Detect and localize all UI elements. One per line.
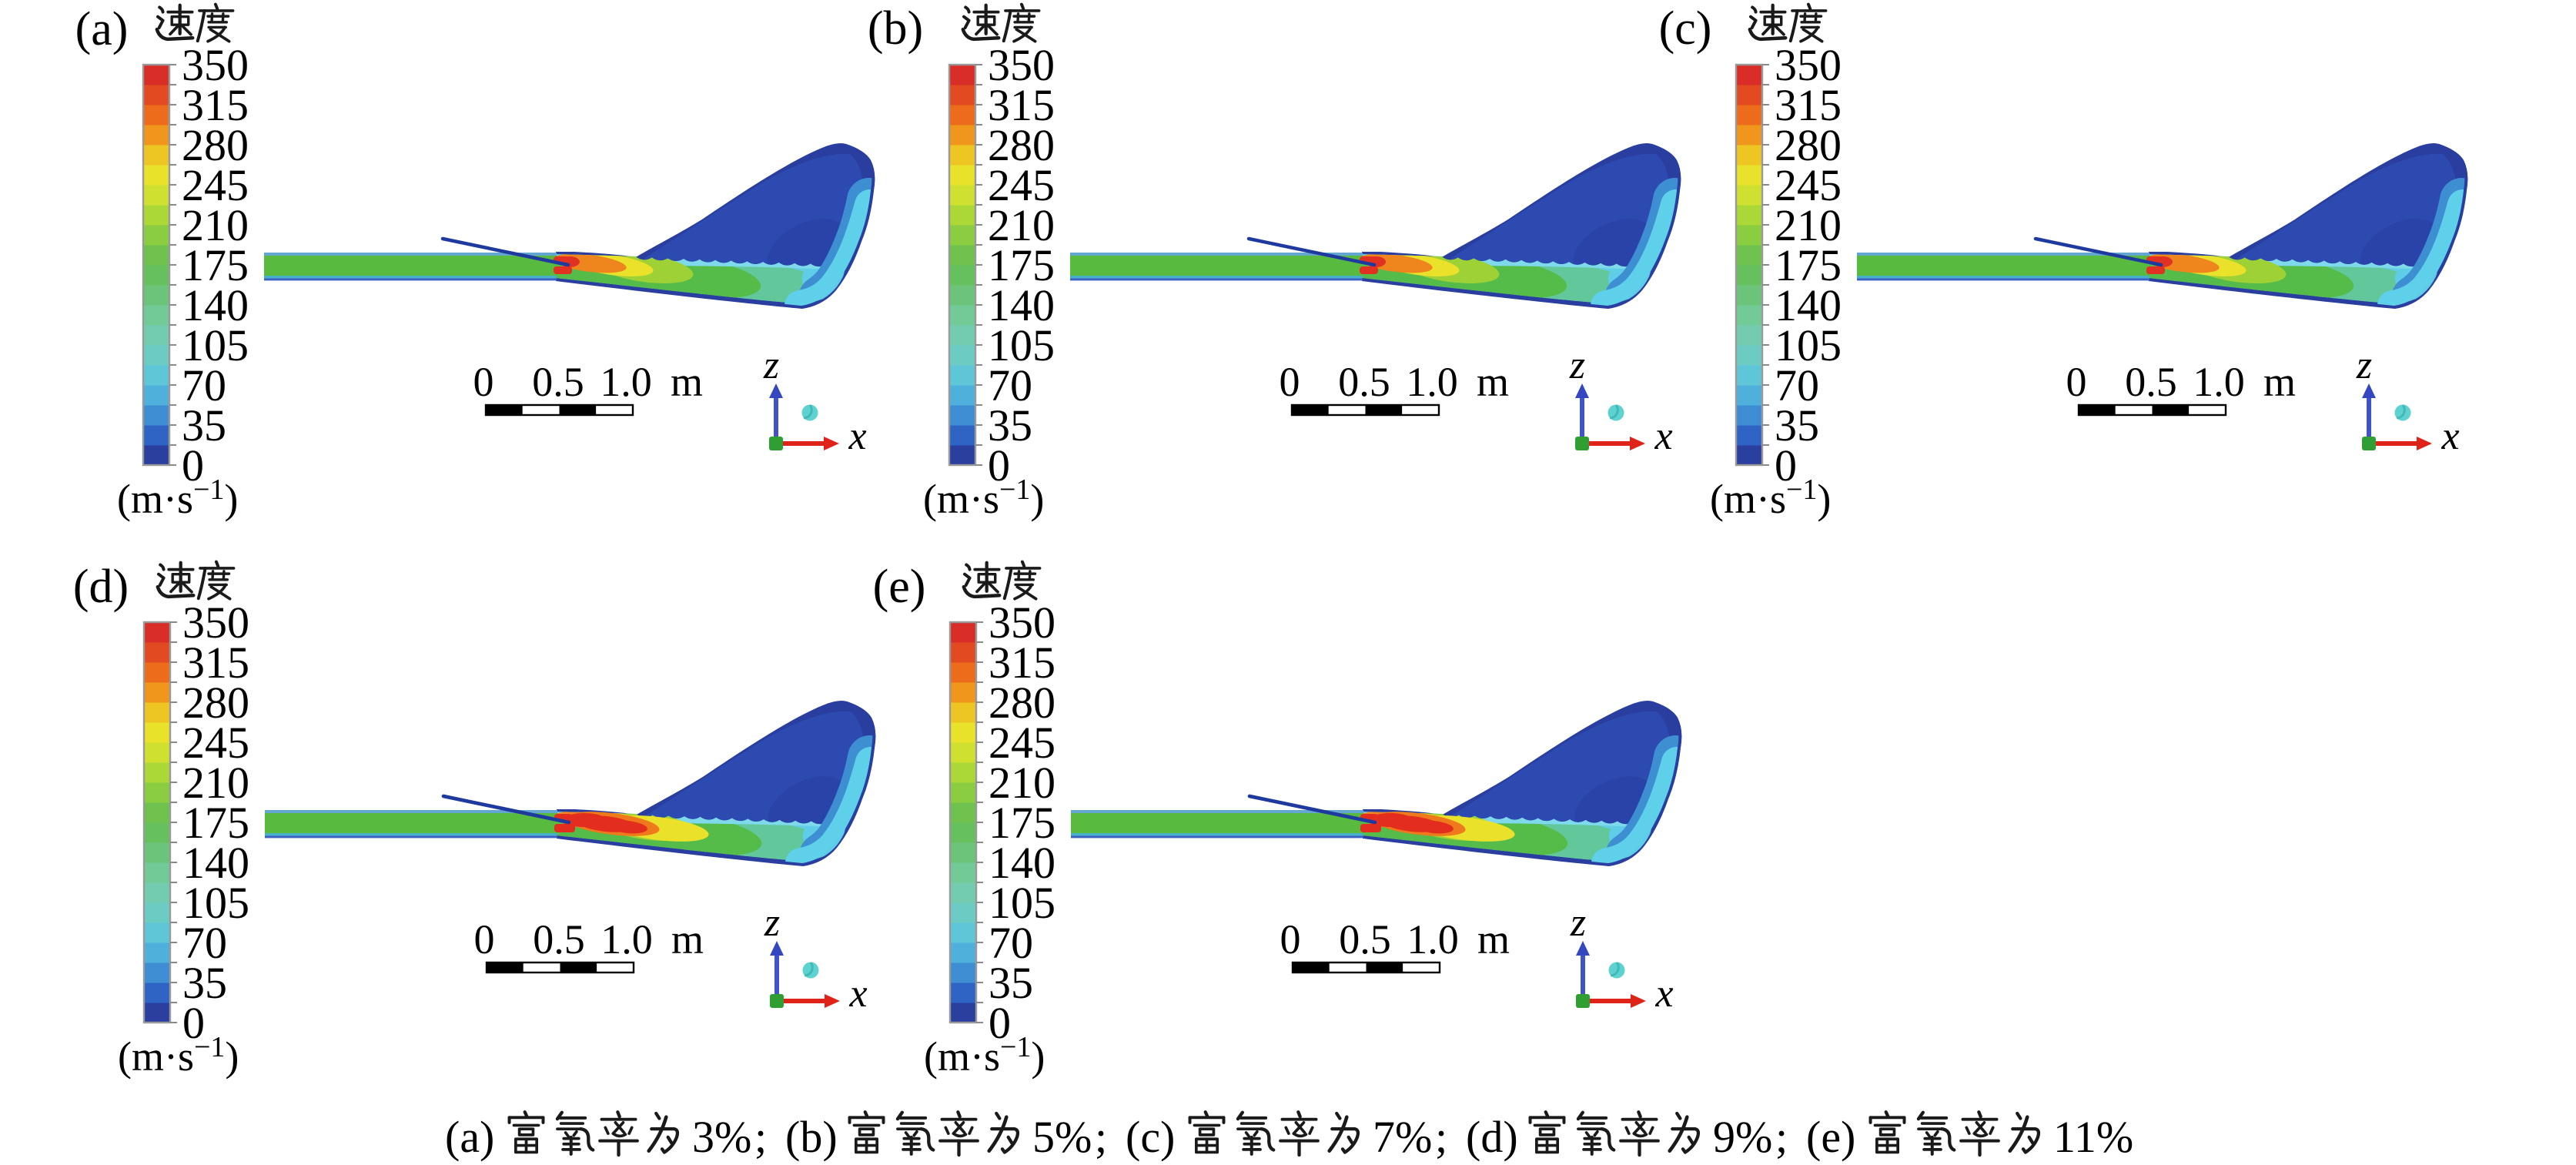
svg-text:;: ; bbox=[1775, 1112, 1788, 1162]
svg-text:7%: 7% bbox=[1373, 1112, 1432, 1162]
svg-text:(c): (c) bbox=[1659, 2, 1712, 55]
svg-text:11%: 11% bbox=[2053, 1112, 2133, 1162]
svg-text:(e): (e) bbox=[873, 561, 926, 613]
svg-text:(d): (d) bbox=[1466, 1112, 1518, 1162]
svg-text:5%: 5% bbox=[1032, 1112, 1092, 1162]
svg-text:(d): (d) bbox=[73, 561, 129, 613]
svg-text:(e): (e) bbox=[1806, 1112, 1855, 1162]
svg-text:(c): (c) bbox=[1126, 1112, 1175, 1162]
svg-text:(b): (b) bbox=[868, 2, 923, 55]
svg-text:;: ; bbox=[754, 1112, 767, 1162]
svg-text:9%: 9% bbox=[1713, 1112, 1772, 1162]
svg-text:;: ; bbox=[1095, 1112, 1107, 1162]
svg-text:(b): (b) bbox=[785, 1112, 838, 1162]
svg-text:(a): (a) bbox=[445, 1112, 494, 1162]
svg-text:3%: 3% bbox=[692, 1112, 751, 1162]
svg-text:;: ; bbox=[1435, 1112, 1447, 1162]
svg-text:(a): (a) bbox=[75, 3, 129, 55]
